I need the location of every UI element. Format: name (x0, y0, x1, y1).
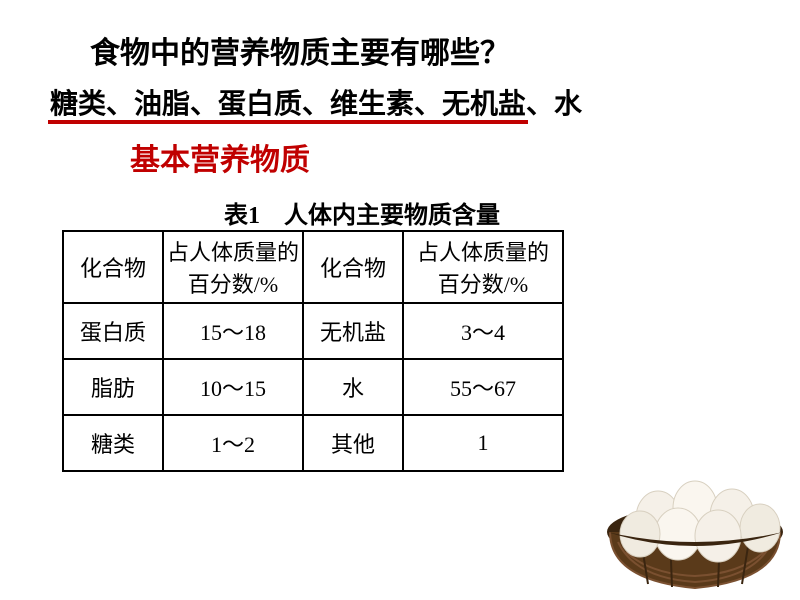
table-title: 表1 人体内主要物质含量 (224, 195, 500, 230)
underline (48, 120, 528, 124)
eggs-basket-image (600, 460, 790, 590)
header-cell: 占人体质量的百分数/% (403, 231, 563, 303)
table-cell: 1～2 (163, 415, 303, 471)
table-cell: 脂肪 (63, 359, 163, 415)
table-row: 脂肪 10～15 水 55～67 (63, 359, 563, 415)
question-text: 食物中的营养物质主要有哪些？ (90, 28, 510, 72)
header-cell: 化合物 (63, 231, 163, 303)
egg-icon (695, 510, 741, 562)
table-row: 蛋白质 15～18 无机盐 3～4 (63, 303, 563, 359)
egg-icon (740, 504, 780, 552)
table-cell: 其他 (303, 415, 403, 471)
egg-icon (620, 511, 660, 557)
table-cell: 55～67 (403, 359, 563, 415)
header-cell: 占人体质量的百分数/% (163, 231, 303, 303)
table-cell: 3～4 (403, 303, 563, 359)
table-cell: 无机盐 (303, 303, 403, 359)
table-cell: 糖类 (63, 415, 163, 471)
egg-icon (655, 508, 701, 560)
table-cell: 10～15 (163, 359, 303, 415)
basic-nutrients-label: 基本营养物质 (130, 135, 310, 179)
nutrition-table: 化合物 占人体质量的百分数/% 化合物 占人体质量的百分数/% 蛋白质 15～1… (62, 230, 564, 472)
table-header-row: 化合物 占人体质量的百分数/% 化合物 占人体质量的百分数/% (63, 231, 563, 303)
table-cell: 水 (303, 359, 403, 415)
nutrient-list: 糖类、油脂、蛋白质、维生素、无机盐、水 (50, 82, 582, 122)
header-cell: 化合物 (303, 231, 403, 303)
table-cell: 1 (403, 415, 563, 471)
table-cell: 蛋白质 (63, 303, 163, 359)
table-row: 糖类 1～2 其他 1 (63, 415, 563, 471)
table-cell: 15～18 (163, 303, 303, 359)
